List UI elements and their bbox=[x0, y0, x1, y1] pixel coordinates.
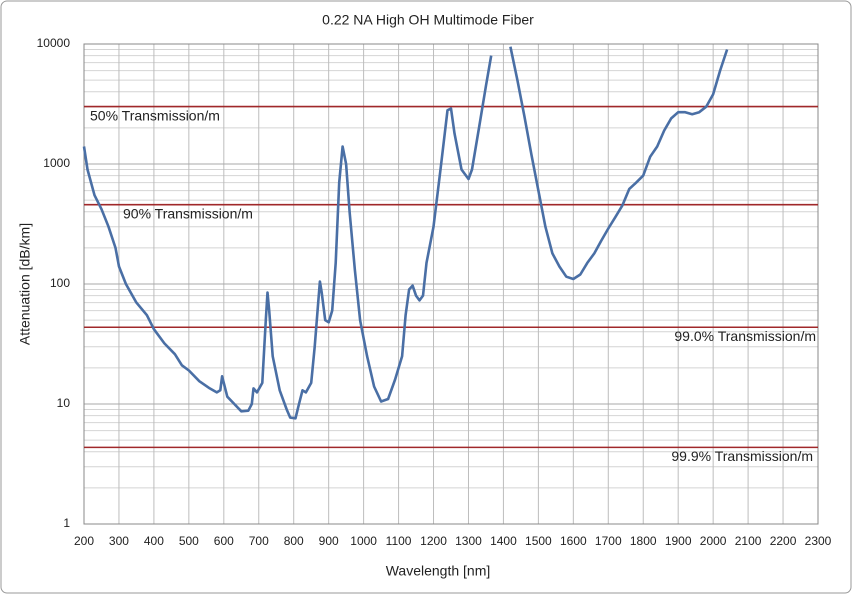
x-tick-label: 1100 bbox=[386, 534, 412, 548]
x-tick-label: 1700 bbox=[595, 534, 622, 548]
x-tick-label: 1800 bbox=[630, 534, 657, 548]
x-tick-label: 300 bbox=[109, 534, 129, 548]
y-tick-label: 100 bbox=[50, 276, 70, 290]
x-axis-title: Wavelength [nm] bbox=[386, 563, 491, 579]
x-tick-label: 200 bbox=[74, 534, 94, 548]
x-tick-label: 600 bbox=[214, 534, 234, 548]
plot-border bbox=[83, 43, 819, 525]
y-tick-label: 1 bbox=[63, 516, 70, 530]
x-tick-label: 1000 bbox=[350, 534, 377, 548]
y-tick-label: 10000 bbox=[37, 36, 71, 50]
x-tick-label: 2300 bbox=[805, 534, 832, 548]
x-tick-label: 800 bbox=[284, 534, 304, 548]
reference-label: 99.9% Transmission/m bbox=[671, 448, 813, 464]
x-tick-label: 2200 bbox=[770, 534, 797, 548]
x-tick-label: 900 bbox=[319, 534, 339, 548]
y-axis-title: Attenuation [dB/km] bbox=[17, 223, 33, 345]
x-tick-label: 400 bbox=[144, 534, 164, 548]
x-tick-label: 1400 bbox=[490, 534, 517, 548]
x-tick-label: 1300 bbox=[455, 534, 482, 548]
reference-label: 99.0% Transmission/m bbox=[674, 328, 816, 344]
x-tick-label: 1200 bbox=[420, 534, 447, 548]
x-tick-label: 2000 bbox=[700, 534, 727, 548]
x-tick-label: 500 bbox=[179, 534, 199, 548]
x-tick-label: 1600 bbox=[560, 534, 587, 548]
data-line bbox=[82, 46, 729, 420]
x-tick-label: 700 bbox=[249, 534, 269, 548]
x-tick-label: 2100 bbox=[735, 534, 762, 548]
x-tick-label: 1500 bbox=[525, 534, 552, 548]
reference-label: 50% Transmission/m bbox=[90, 107, 220, 123]
y-tick-label: 10 bbox=[57, 396, 71, 410]
reference-label: 90% Transmission/m bbox=[123, 205, 253, 221]
y-tick-label: 1000 bbox=[43, 156, 70, 170]
x-tick-label: 1900 bbox=[665, 534, 692, 548]
chart-title: 0.22 NA High OH Multimode Fiber bbox=[322, 12, 534, 28]
